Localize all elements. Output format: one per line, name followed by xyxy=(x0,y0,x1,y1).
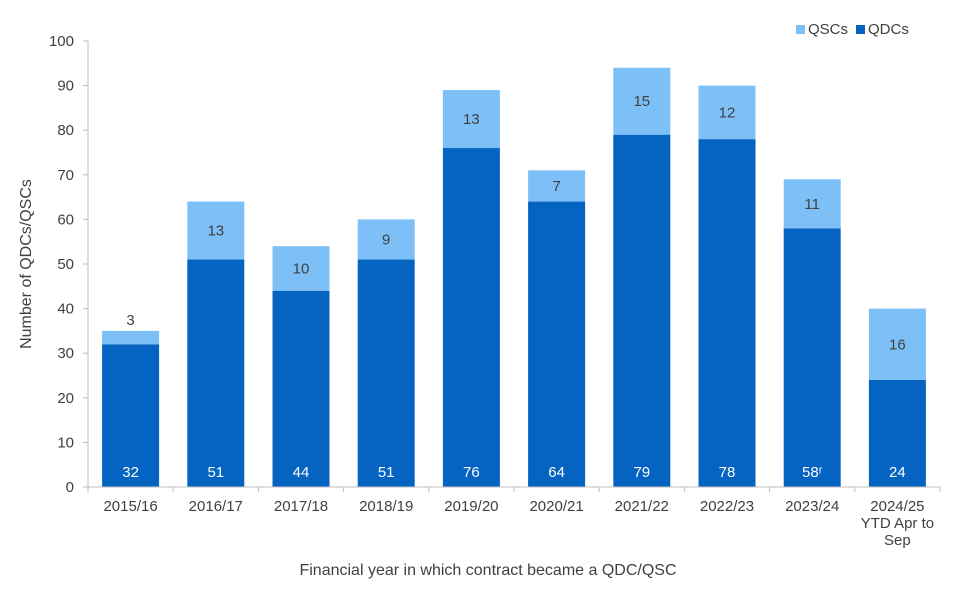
x-tick-label: 2023/24 xyxy=(785,498,839,515)
y-axis: 0 10 20 30 40 50 60 70 80 90 100 xyxy=(49,33,89,496)
y-tick-label: 20 xyxy=(57,390,74,407)
data-label-qscs: 15 xyxy=(633,93,650,110)
bar-qdcs xyxy=(442,148,500,488)
x-tick-label: 2016/17 xyxy=(189,498,243,515)
x-axis: 2015/16 2016/17 2017/18 2018/19 2019/20 2020/… xyxy=(87,486,941,549)
y-tick-label: 50 xyxy=(57,256,74,273)
bar-qscs xyxy=(783,179,841,229)
bar-qdcs xyxy=(357,259,415,487)
legend-swatch xyxy=(796,25,805,34)
bar-qdcs xyxy=(102,344,160,487)
data-label-qdcs: 44 xyxy=(293,464,310,481)
data-label-qscs: 3 xyxy=(126,312,134,329)
data-label-qdcs: 76 xyxy=(463,464,480,481)
x-tick-label: 2018/19 xyxy=(359,498,413,515)
y-tick-label: 100 xyxy=(49,33,74,50)
y-tick-label: 60 xyxy=(57,211,74,228)
data-label-qdcs: 51 xyxy=(378,464,395,481)
y-tick-label: 10 xyxy=(57,434,74,451)
y-tick-label: 0 xyxy=(66,479,74,496)
x-tick-label: 2017/18 xyxy=(274,498,328,515)
bar-qscs xyxy=(357,219,415,260)
bar-qscs xyxy=(442,90,500,149)
legend: QSCs QDCs xyxy=(796,21,909,38)
y-tick-label: 30 xyxy=(57,345,74,362)
bar-qdcs xyxy=(528,201,586,487)
data-label-qdcs: 79 xyxy=(633,464,650,481)
bar-qscs xyxy=(698,85,756,140)
data-label-qdcs: 32 xyxy=(122,464,139,481)
data-label-qdcs: 64 xyxy=(548,464,565,481)
y-axis-title: Number of QDCs/QSCs xyxy=(18,179,35,349)
bar-qscs xyxy=(187,201,245,260)
data-label-qscs: 7 xyxy=(552,178,560,195)
bar-qscs xyxy=(272,246,330,291)
data-label-qscs: 16 xyxy=(889,336,906,353)
legend-swatch xyxy=(856,25,866,34)
bar-qscs xyxy=(102,330,160,345)
y-tick-label: 80 xyxy=(57,122,74,139)
bar-qscs xyxy=(613,67,671,135)
bar-qdcs xyxy=(698,139,756,487)
bar-qscs xyxy=(528,170,586,202)
data-label-qscs: 12 xyxy=(719,104,736,121)
bar-qdcs xyxy=(613,134,671,487)
x-tick-label: 2021/22 xyxy=(615,498,669,515)
bar-qdcs xyxy=(187,259,245,487)
x-tick-label: 2019/20 xyxy=(444,498,498,515)
bar-qdcs xyxy=(783,228,841,487)
data-label-qscs: 11 xyxy=(804,196,820,213)
x-tick-label: 2015/16 xyxy=(103,498,157,515)
data-label-qscs: 13 xyxy=(207,223,224,240)
data-label-qscs: 13 xyxy=(463,111,480,128)
data-label-qdcs: 58ʳ xyxy=(802,464,823,481)
data-label-qdcs: 24 xyxy=(889,464,906,481)
y-tick-label: 90 xyxy=(57,78,74,95)
x-tick-label: 2022/23 xyxy=(700,498,754,515)
x-tick-label: 2024/25 YTD Apr to Sep xyxy=(861,498,934,549)
y-tick-label: 40 xyxy=(57,301,74,318)
bar-qscs xyxy=(868,308,926,380)
data-label-qscs: 9 xyxy=(382,231,390,248)
legend-label: QSCs xyxy=(808,21,848,38)
data-label-qdcs: 51 xyxy=(207,464,224,481)
x-tick-label: 2020/21 xyxy=(529,498,583,515)
bar-qdcs xyxy=(868,379,926,487)
legend-label: QDCs xyxy=(868,21,909,38)
data-label-qscs: 10 xyxy=(293,260,310,277)
x-axis-title: Financial year in which contract became … xyxy=(299,562,676,579)
bars-group: 32 3 51 13 44 10 51 9 76 13 64 7 79 15 78 12 58ʳ 11 24 16 xyxy=(102,67,926,488)
data-label-qdcs: 78 xyxy=(719,464,736,481)
y-tick-label: 70 xyxy=(57,167,74,184)
bar-qdcs xyxy=(272,290,330,487)
